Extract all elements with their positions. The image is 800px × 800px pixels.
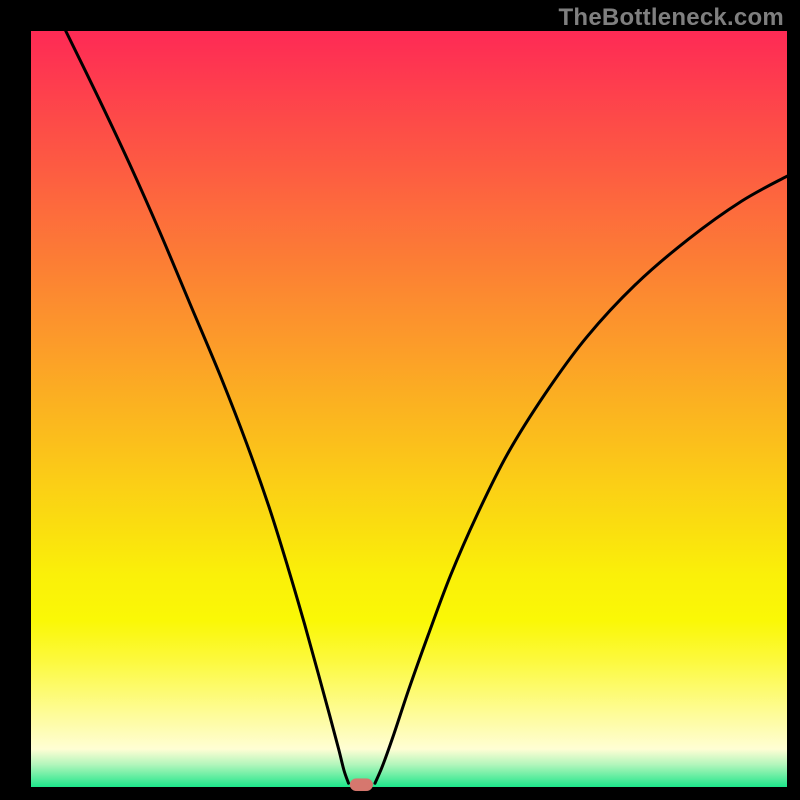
watermark-text: TheBottleneck.com [559, 4, 784, 32]
bottleneck-curve-chart [0, 0, 800, 800]
plot-area [31, 31, 787, 787]
chart-container [0, 0, 800, 800]
vertex-marker [350, 779, 373, 791]
